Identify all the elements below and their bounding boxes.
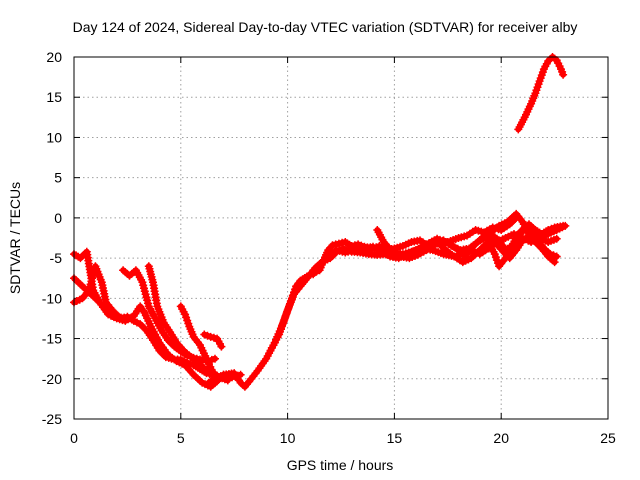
series-track-j xyxy=(373,226,561,263)
x-tick-label: 25 xyxy=(600,430,616,446)
series-track-f xyxy=(176,302,224,382)
plot-frame xyxy=(73,56,609,420)
y-tick-label: 0 xyxy=(54,210,62,226)
series-track-c xyxy=(70,262,128,323)
series-markers xyxy=(176,302,224,382)
y-axis-label: SDTVAR / TECUs xyxy=(7,182,23,294)
x-tick-label: 10 xyxy=(280,430,296,446)
y-tick-label: -15 xyxy=(42,331,62,347)
series-markers xyxy=(486,209,559,267)
x-tick-label: 5 xyxy=(177,430,185,446)
y-tick-label: 5 xyxy=(54,170,62,186)
data-series xyxy=(70,53,570,391)
y-tick-label: -25 xyxy=(42,411,62,427)
series-markers xyxy=(200,330,226,351)
x-axis-label: GPS time / hours xyxy=(287,457,394,473)
x-tick-label: 20 xyxy=(493,430,509,446)
y-tick-label: -5 xyxy=(50,250,63,266)
y-tick-label: 15 xyxy=(46,89,62,105)
y-tick-label: 20 xyxy=(46,49,62,65)
y-tick-label: 10 xyxy=(46,129,62,145)
y-tick-label: -10 xyxy=(42,290,62,306)
x-tick-label: 15 xyxy=(387,430,403,446)
y-tick-label: -20 xyxy=(42,371,62,387)
x-tick-label: 0 xyxy=(70,430,78,446)
chart-title: Day 124 of 2024, Sidereal Day-to-day VTE… xyxy=(73,19,578,35)
series-track-l xyxy=(486,209,559,267)
series-track-g xyxy=(200,330,226,351)
axis-ticks: 0 5 10 15 20 25 -25 -20 -15 -10 -5 0 5 10 15 20 xyxy=(42,49,616,446)
